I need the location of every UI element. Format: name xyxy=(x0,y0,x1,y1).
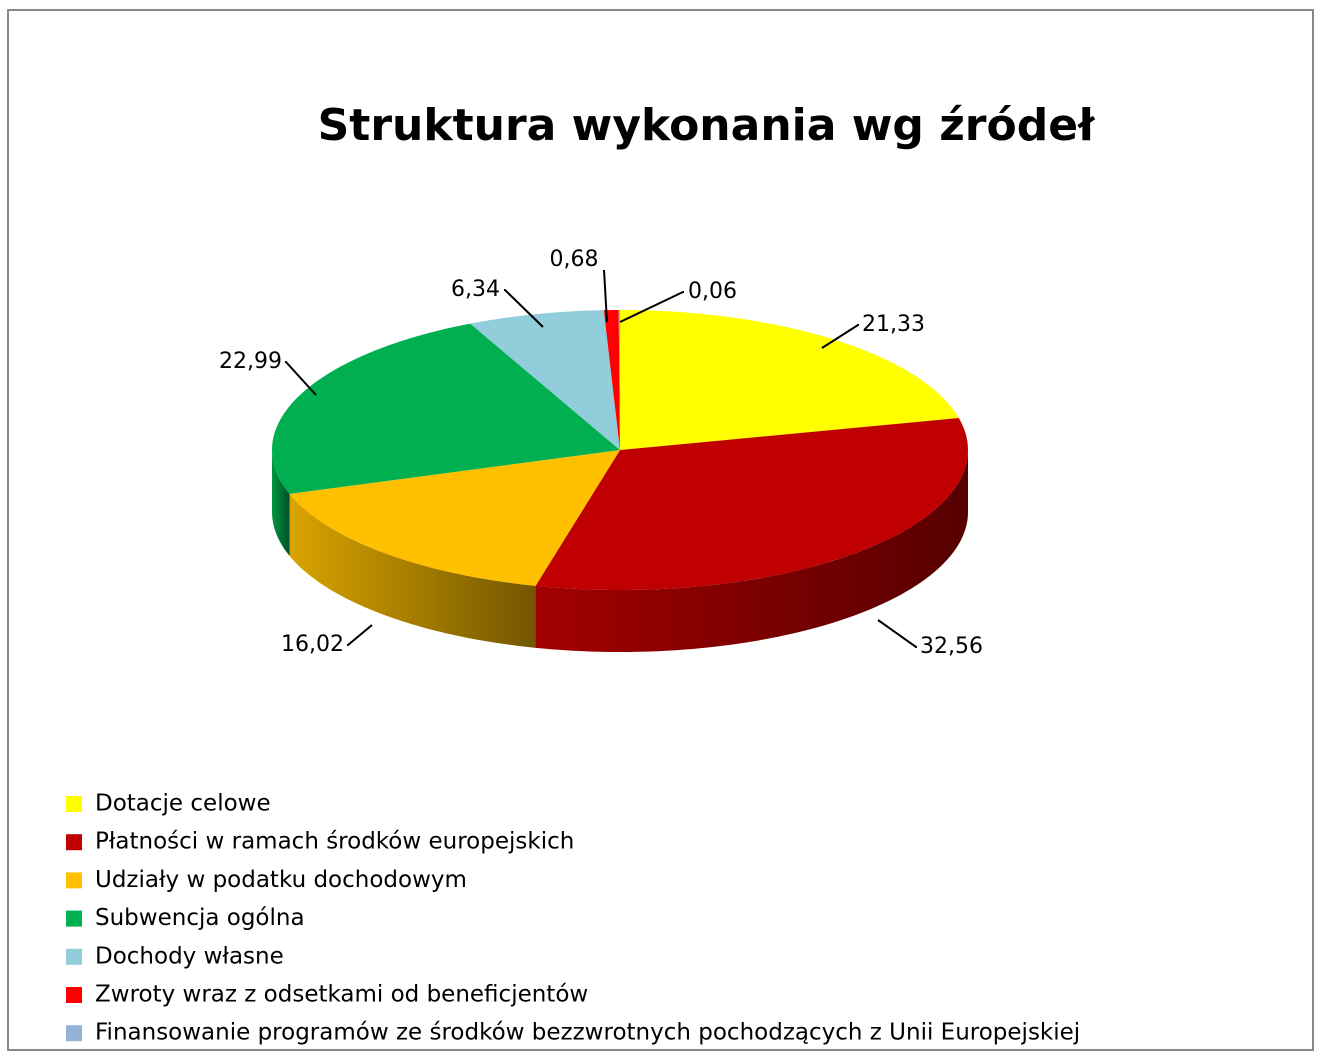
legend-label: Dochody własne xyxy=(95,943,284,969)
data-label: 22,99 xyxy=(219,349,282,374)
pie-slice xyxy=(603,310,620,450)
pie-slice-side xyxy=(535,450,968,652)
pie-slice xyxy=(470,310,620,450)
leader-line xyxy=(285,361,317,396)
legend-swatch xyxy=(66,948,82,965)
legend-label: Subwencja ogólna xyxy=(95,905,305,931)
legend-swatch xyxy=(66,1025,82,1042)
pie-slice xyxy=(289,450,620,586)
legend-label: Finansowanie programów ze środków bezzwr… xyxy=(95,1020,1080,1046)
pie-slice xyxy=(272,323,620,494)
legend-swatch xyxy=(66,834,82,851)
legend-label: Zwroty wraz z odsetkami od beneficjentów xyxy=(95,982,588,1008)
pie-slice-side xyxy=(272,450,290,556)
leader-line xyxy=(504,289,544,328)
pie-sides xyxy=(272,450,968,652)
legend-swatch xyxy=(66,910,82,927)
leader-line xyxy=(347,624,373,646)
legend-label: Płatności w ramach środków europejskich xyxy=(95,829,574,855)
pie-slice xyxy=(620,310,959,450)
leader-line xyxy=(619,291,684,323)
leader-line xyxy=(603,269,608,323)
pie-slice xyxy=(535,418,968,590)
legend-swatch xyxy=(66,872,82,889)
pie-slice-side xyxy=(289,493,536,648)
pie-slice xyxy=(618,310,620,450)
data-label: 6,34 xyxy=(451,277,500,302)
pie-tops xyxy=(272,310,968,590)
legend-swatch xyxy=(66,987,82,1003)
leader-line xyxy=(821,324,859,349)
chart-title: Struktura wykonania wg źródeł xyxy=(318,100,1096,151)
data-label: 32,56 xyxy=(920,634,983,659)
legend-label: Dotacje celowe xyxy=(95,791,271,817)
data-label: 16,02 xyxy=(281,632,344,657)
leader-line xyxy=(877,619,917,648)
legend-swatch xyxy=(66,796,82,812)
data-label: 21,33 xyxy=(862,312,925,337)
legend-label: Udziały w podatku dochodowym xyxy=(95,867,467,893)
data-label: 0,06 xyxy=(688,279,737,304)
data-label: 0,68 xyxy=(550,247,599,272)
